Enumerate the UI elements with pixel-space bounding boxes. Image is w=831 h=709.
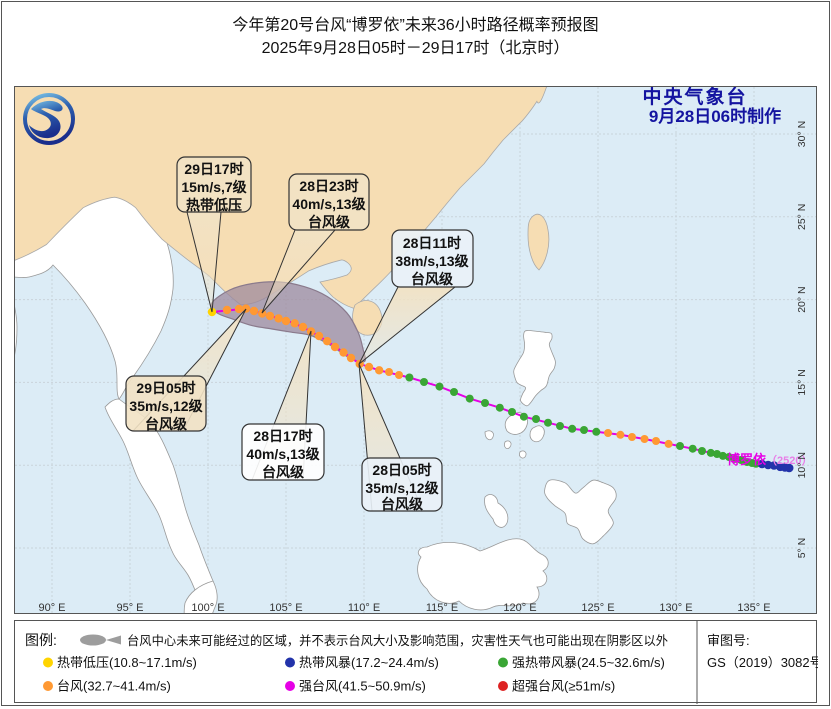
svg-text:35m/s,12级: 35m/s,12级 xyxy=(129,398,203,414)
svg-text:9月28日06时制作: 9月28日06时制作 xyxy=(649,106,781,126)
svg-text:图例:: 图例: xyxy=(25,632,57,648)
svg-text:130° E: 130° E xyxy=(659,602,692,614)
svg-text:125° E: 125° E xyxy=(581,602,614,614)
svg-text:GS（2019）3082号: GS（2019）3082号 xyxy=(707,655,818,670)
svg-text:28日17时: 28日17时 xyxy=(253,428,312,444)
svg-text:10° N: 10° N xyxy=(796,452,808,478)
svg-text:135° E: 135° E xyxy=(737,602,770,614)
svg-text:20° N: 20° N xyxy=(796,286,808,312)
svg-text:台风级: 台风级 xyxy=(262,464,305,480)
svg-text:29日05时: 29日05时 xyxy=(136,380,195,396)
svg-text:超强台风(≥51m/s): 超强台风(≥51m/s) xyxy=(512,679,615,694)
svg-text:105° E: 105° E xyxy=(269,602,302,614)
svg-text:90° E: 90° E xyxy=(38,602,65,614)
svg-text:台风级: 台风级 xyxy=(381,496,424,512)
svg-text:28日23时: 28日23时 xyxy=(299,178,358,194)
svg-text:热带低压: 热带低压 xyxy=(186,197,242,213)
svg-text:强热带风暴(24.5~32.6m/s): 强热带风暴(24.5~32.6m/s) xyxy=(512,655,665,670)
svg-text:29日17时: 29日17时 xyxy=(184,161,243,177)
svg-text:台风级: 台风级 xyxy=(308,214,351,230)
svg-text:28日05时: 28日05时 xyxy=(372,462,431,478)
svg-text:台风级: 台风级 xyxy=(411,271,454,287)
svg-text:25° N: 25° N xyxy=(796,204,808,230)
svg-text:热带风暴(17.2~24.4m/s): 热带风暴(17.2~24.4m/s) xyxy=(299,655,439,670)
svg-text:审图号:: 审图号: xyxy=(707,633,750,648)
svg-text:台风(32.7~41.4m/s): 台风(32.7~41.4m/s) xyxy=(57,679,171,694)
svg-text:120° E: 120° E xyxy=(503,602,536,614)
svg-text:28日11时: 28日11时 xyxy=(403,235,461,251)
svg-text:40m/s,13级: 40m/s,13级 xyxy=(246,446,320,462)
svg-text:38m/s,13级: 38m/s,13级 xyxy=(395,253,469,269)
svg-text:5° N: 5° N xyxy=(796,538,808,559)
svg-text:台风级: 台风级 xyxy=(145,416,188,432)
svg-text:115° E: 115° E xyxy=(426,602,458,614)
svg-text:强台风(41.5~50.9m/s): 强台风(41.5~50.9m/s) xyxy=(299,679,426,694)
svg-text:30° N: 30° N xyxy=(796,121,808,147)
svg-text:热带低压(10.8~17.1m/s): 热带低压(10.8~17.1m/s) xyxy=(57,655,197,670)
svg-text:15° N: 15° N xyxy=(796,369,808,395)
svg-text:35m/s,12级: 35m/s,12级 xyxy=(365,480,439,496)
svg-text:95° E: 95° E xyxy=(116,602,143,614)
svg-text:中央气象台: 中央气象台 xyxy=(642,87,747,108)
svg-text:15m/s,7级: 15m/s,7级 xyxy=(181,179,247,195)
svg-text:台风中心未来可能经过的区域，并不表示台风大小及影响范围，灾害: 台风中心未来可能经过的区域，并不表示台风大小及影响范围，灾害性天气也可能出现在阴… xyxy=(127,633,668,648)
svg-text:110° E: 110° E xyxy=(348,602,380,614)
svg-text:40m/s,13级: 40m/s,13级 xyxy=(292,196,366,212)
svg-text:100° E: 100° E xyxy=(191,602,224,614)
